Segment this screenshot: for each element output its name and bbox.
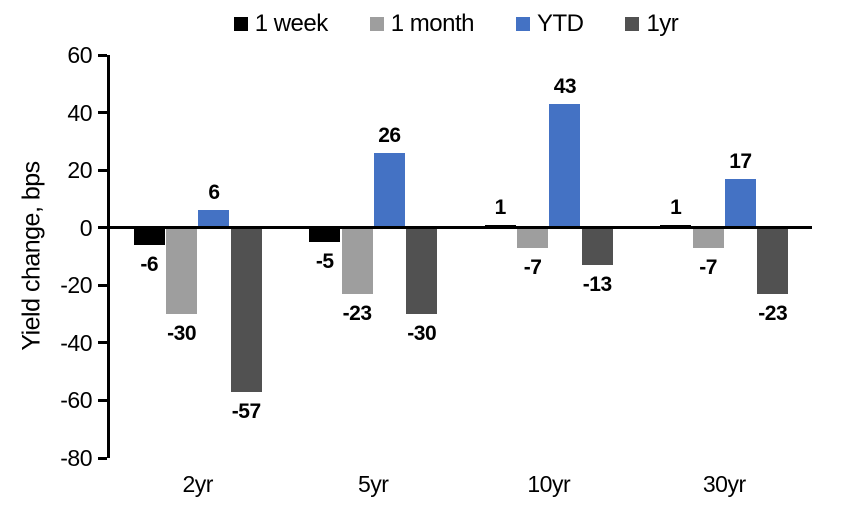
data-label: -5 (315, 250, 334, 274)
data-label: -7 (523, 255, 542, 279)
data-label: -30 (167, 322, 196, 346)
y-tick-mark (98, 283, 107, 287)
y-tick-mark (98, 111, 107, 115)
legend-label: 1 month (390, 10, 475, 37)
y-tick-label: 40 (67, 99, 92, 126)
x-category-label: 30yr (702, 471, 746, 497)
y-tick-label: 0 (79, 214, 93, 241)
y-axis-title: Yield change, bps (17, 161, 46, 351)
x-category-label: 5yr (358, 471, 389, 497)
legend-label: YTD (536, 10, 584, 37)
bar-1yr-30yr (757, 227, 789, 294)
bar-1-month-10yr (517, 227, 549, 248)
y-tick-mark (98, 168, 107, 172)
y-tick-mark (98, 226, 107, 230)
y-tick-mark (98, 398, 107, 402)
legend-swatch-icon (369, 17, 384, 31)
legend-swatch-icon (233, 17, 248, 31)
bar-1yr-2yr (230, 227, 262, 392)
legend-item-1-week: 1 week (233, 10, 329, 37)
y-tick-label: -20 (60, 272, 92, 299)
bar-1-month-5yr (341, 227, 373, 294)
x-category-label: 10yr (527, 471, 571, 497)
data-label: -13 (582, 273, 612, 297)
data-label: 26 (378, 123, 401, 147)
zero-baseline (107, 226, 812, 230)
y-tick-label: -60 (60, 387, 92, 414)
legend-item-1yr: 1yr (625, 10, 679, 37)
y-tick-label: -40 (60, 329, 92, 356)
bar-YTD-5yr (373, 152, 405, 228)
bar-1yr-10yr (581, 227, 613, 266)
legend-label: 1yr (646, 10, 679, 37)
data-label: 1 (494, 195, 507, 219)
chart-legend: 1 week 1 month YTD 1yr (60, 8, 852, 40)
y-tick-mark (98, 53, 107, 57)
data-label: 43 (553, 74, 577, 98)
legend-swatch-icon (625, 17, 640, 31)
legend-label: 1 week (254, 10, 329, 37)
bar-1-month-2yr (166, 227, 198, 315)
data-label: -23 (758, 301, 788, 325)
x-category-label: 2yr (182, 471, 214, 497)
y-tick-label: -80 (60, 445, 92, 471)
bar-1-month-30yr (692, 227, 724, 248)
legend-swatch-icon (515, 17, 530, 31)
y-tick-label: 60 (67, 42, 92, 68)
bar-1-week-5yr (309, 227, 341, 243)
bar-YTD-10yr (549, 103, 581, 228)
data-label: -7 (699, 255, 717, 279)
data-label: 17 (729, 149, 752, 173)
legend-item-1-month: 1 month (369, 10, 475, 37)
y-tick-mark (98, 341, 107, 345)
bar-1-week-2yr (133, 227, 165, 245)
data-label: -6 (140, 252, 159, 276)
y-tick-mark (98, 456, 107, 460)
data-label: -57 (231, 399, 261, 423)
bar-1yr-5yr (406, 227, 438, 315)
data-label: 6 (208, 181, 220, 205)
bar-YTD-2yr (198, 210, 230, 228)
data-label: 1 (670, 195, 682, 219)
bar-YTD-30yr (724, 178, 756, 228)
y-tick-label: 20 (67, 157, 92, 184)
data-label: -30 (407, 322, 437, 346)
data-label: -23 (342, 301, 372, 325)
plot-area: 60 40 20 0 -20 -40 -60 -80 2yr -6 -30 6 -57 5yr -5 -23 2… (60, 42, 812, 497)
legend-item-YTD: YTD (515, 10, 584, 37)
y-axis-line (107, 55, 110, 458)
